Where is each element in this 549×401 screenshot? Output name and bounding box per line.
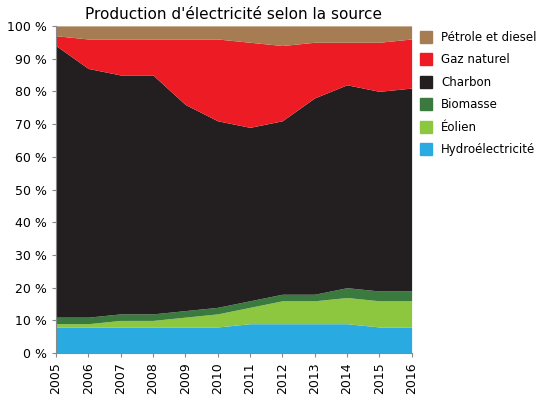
Legend: Pétrole et diesel, Gaz naturel, Charbon, Biomasse, Éolien, Hydroélectricité: Pétrole et diesel, Gaz naturel, Charbon,…	[415, 26, 541, 161]
Title: Production d'électricité selon la source: Production d'électricité selon la source	[85, 7, 382, 22]
